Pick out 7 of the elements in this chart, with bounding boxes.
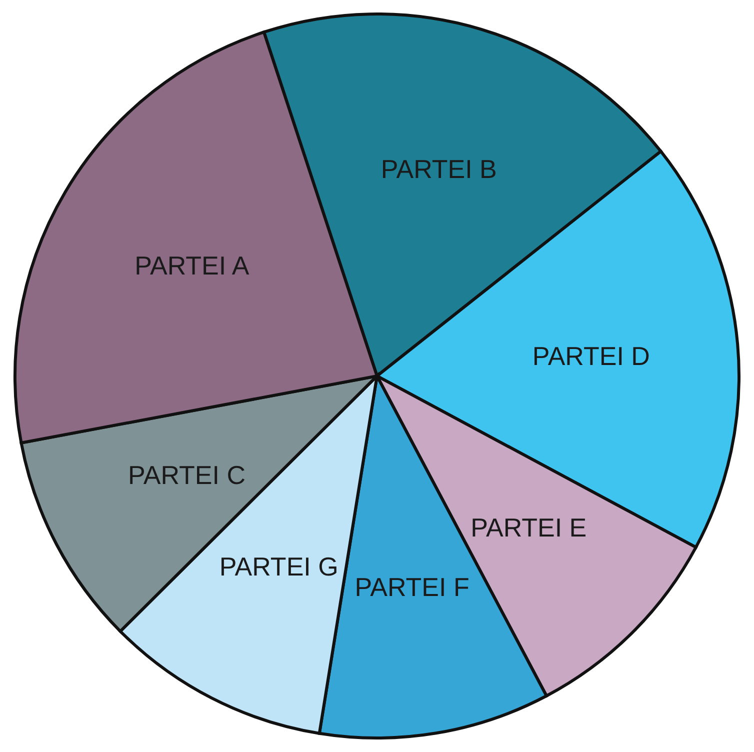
slice-label: PARTEI B (380, 154, 497, 184)
slice-label: PARTEI C (128, 460, 246, 490)
slice-label: PARTEI F (354, 572, 470, 602)
slice-label: PARTEI E (470, 512, 587, 542)
slice-label: PARTEI A (134, 250, 250, 281)
slice-label: PARTEI G (219, 551, 338, 582)
slice-label: PARTEI D (532, 341, 650, 372)
